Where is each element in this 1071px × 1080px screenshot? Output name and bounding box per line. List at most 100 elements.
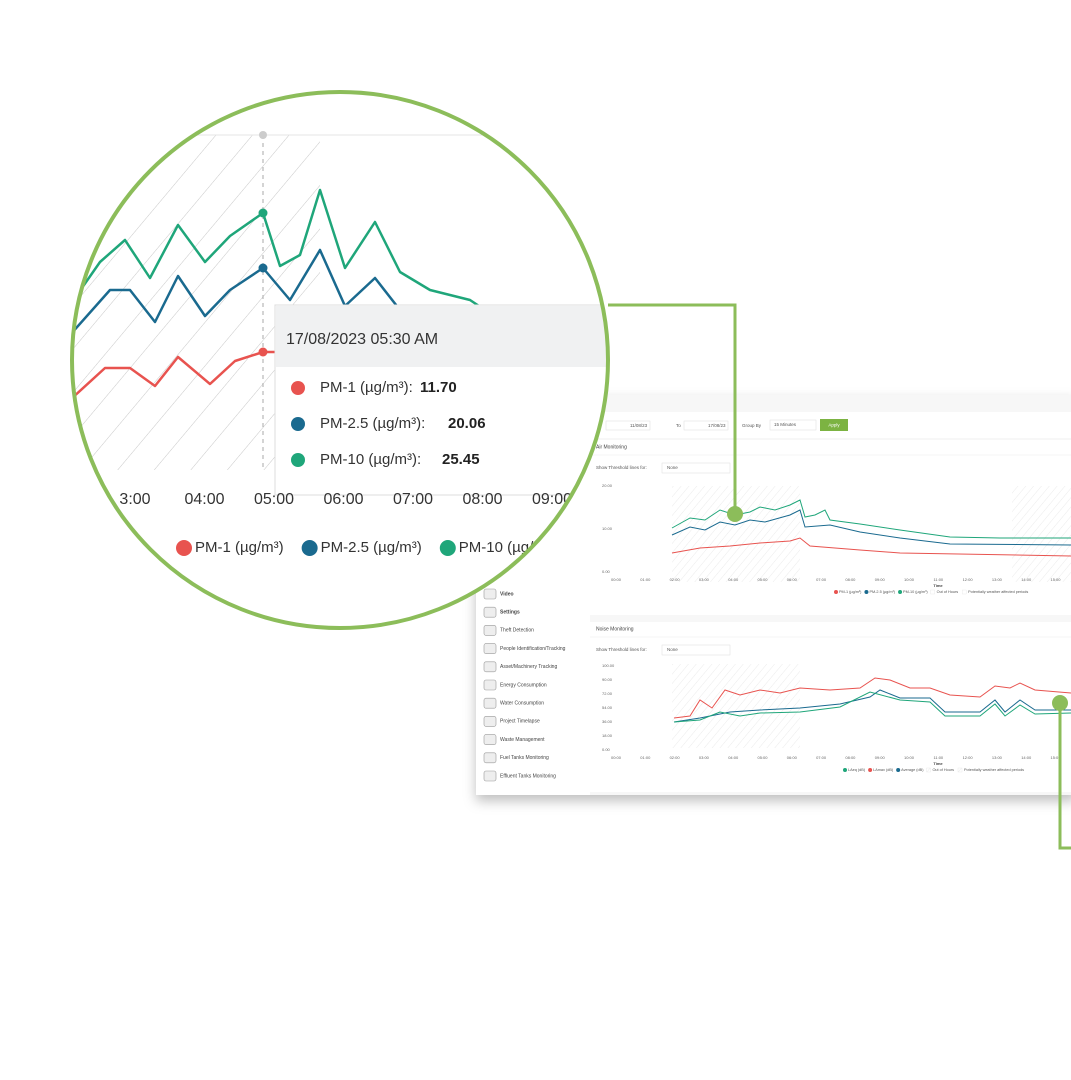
x-tick-label: 10:00: [904, 577, 915, 582]
sidebar-icon: [483, 716, 497, 727]
sidebar-item[interactable]: Video: [500, 591, 514, 597]
x-tick-label: 09:00: [875, 755, 886, 760]
date-value: 17/08/23: [708, 423, 726, 428]
x-tick-label: 14:00: [1021, 755, 1032, 760]
label: To: [676, 423, 681, 428]
sidebar-item[interactable]: Asset/Machinery Tracking: [500, 664, 557, 670]
out-of-hours-area: [672, 664, 800, 748]
sidebar-icon: [483, 734, 497, 745]
zoom: 3:0004:0005:0006:0007:0008:0009:0010:001…: [72, 92, 608, 628]
y-tick-label: 90.00: [602, 677, 613, 682]
air-line: [671, 537, 1071, 557]
legend-swatch: [957, 767, 963, 773]
x-tick-label: 06:00: [787, 755, 798, 760]
x-tick-label: 15:00: [1050, 755, 1061, 760]
x-tick-label: 04:00: [728, 577, 739, 582]
panel-title: Noise Monitoring: [596, 626, 634, 632]
y-tick-label: 20.00: [602, 483, 613, 488]
sidebar-item[interactable]: Water Consumption: [500, 701, 544, 707]
air-line: [671, 499, 1071, 539]
legend-swatch: [843, 768, 847, 772]
legend-swatch: [301, 540, 318, 556]
select: [661, 462, 731, 474]
tooltip-value: 11.70: [420, 379, 457, 396]
x-tick-label: 09:00: [875, 577, 886, 582]
pm25-line: [72, 248, 431, 336]
legend-label: PM-2.5 (µg/m³): [321, 539, 422, 556]
sidebar-item[interactable]: Effluent Tanks Monitoring: [500, 773, 556, 779]
select: [769, 419, 817, 431]
sidebar-item[interactable]: Settings: [500, 610, 520, 616]
x-tick-label: 03:00: [699, 755, 710, 760]
sidebar-icon: [483, 625, 497, 636]
panel-title: Air Monitoring: [596, 444, 627, 450]
x-tick-label: 10:00: [904, 755, 915, 760]
crosshair-dot: [259, 131, 267, 139]
legend-label: PM-10 (µg/m³): [903, 590, 928, 594]
apply-button[interactable]: [820, 419, 848, 431]
legend-label: LAmax (dB): [873, 768, 894, 772]
x-tick-label: 05:00: [757, 755, 768, 760]
legend-swatch: [926, 767, 931, 773]
x-tick-label: 09:00: [532, 491, 572, 508]
noise-line: [673, 689, 1071, 723]
date-input: [683, 420, 729, 431]
x-tick-label: 12:00: [963, 755, 974, 760]
legend-label: PM-2.5 (µg/m³): [869, 590, 895, 594]
sidebar-icon: [483, 588, 497, 600]
sidebar-icon: [483, 752, 497, 764]
threshold-label: Show Threshold lines for:: [596, 647, 647, 652]
x-tick-label: 15:00: [1050, 577, 1061, 582]
sidebar-icon: [483, 679, 497, 691]
date-input: [605, 420, 651, 431]
legend-label: Potentially weather affected periods: [968, 590, 1028, 594]
tooltip-swatch: [291, 381, 305, 395]
sidebar-icon: [483, 697, 497, 709]
x-tick-label: 01:00: [640, 755, 651, 760]
legend-swatch: [896, 768, 901, 772]
legend-swatch: [439, 540, 456, 556]
air-line: [671, 509, 1071, 546]
noise-line: [673, 691, 1071, 723]
y-tick-label: 54.00: [602, 705, 613, 710]
x-tick-label: 11:00: [933, 577, 943, 582]
legend-swatch: [868, 768, 873, 772]
tooltip-title: 17/08/2023 05:30 AM: [286, 331, 438, 348]
tooltip-swatch: [291, 453, 305, 467]
x-tick-label: 13:00: [992, 755, 1003, 760]
x-tick-label: 00:00: [611, 577, 622, 582]
sidebar-item[interactable]: Theft Detection: [500, 628, 534, 634]
sidebar-item[interactable]: People Identification/Tracking: [500, 646, 566, 652]
zoom-border: [70, 90, 610, 630]
y-tick-label: 0.00: [602, 747, 611, 752]
sidebar-item[interactable]: Project Timelapse: [500, 719, 540, 725]
sidebar-item[interactable]: Energy Consumption: [500, 682, 547, 688]
x-tick-label: 03:00: [699, 577, 710, 582]
legend-label: Out of Hours: [932, 768, 954, 772]
x-tick-label: 01:00: [640, 577, 651, 582]
x-tick-label: 14:00: [1021, 577, 1032, 582]
connector-dot: [1052, 695, 1068, 711]
legend-label: PM-1 (µg/m³): [839, 590, 862, 594]
x-axis-title: Time: [933, 583, 943, 588]
connector: [1058, 703, 1071, 850]
x-tick-label: 00:00: [611, 755, 622, 760]
sidebar-item[interactable]: Waste Management: [500, 737, 545, 743]
x-axis-title: Time: [933, 761, 943, 766]
x-tick-label: 07:00: [816, 755, 827, 760]
legend-swatch: [864, 590, 869, 594]
hover-dot: [258, 347, 268, 357]
sidebar-icon: [483, 643, 497, 654]
noise-line: [673, 677, 1071, 719]
hover-dot: [258, 263, 268, 273]
y-tick-label: 10.00: [602, 526, 613, 531]
connector: [608, 303, 737, 513]
x-tick-label: 08:00: [845, 755, 856, 760]
sidebar-item[interactable]: Fuel Tanks Monitoring: [500, 755, 549, 761]
x-tick-label: 13:00: [992, 577, 1003, 582]
select-value: 15 Minutes: [774, 422, 797, 427]
tooltip-header: [276, 306, 608, 367]
hover-dot: [258, 208, 268, 218]
